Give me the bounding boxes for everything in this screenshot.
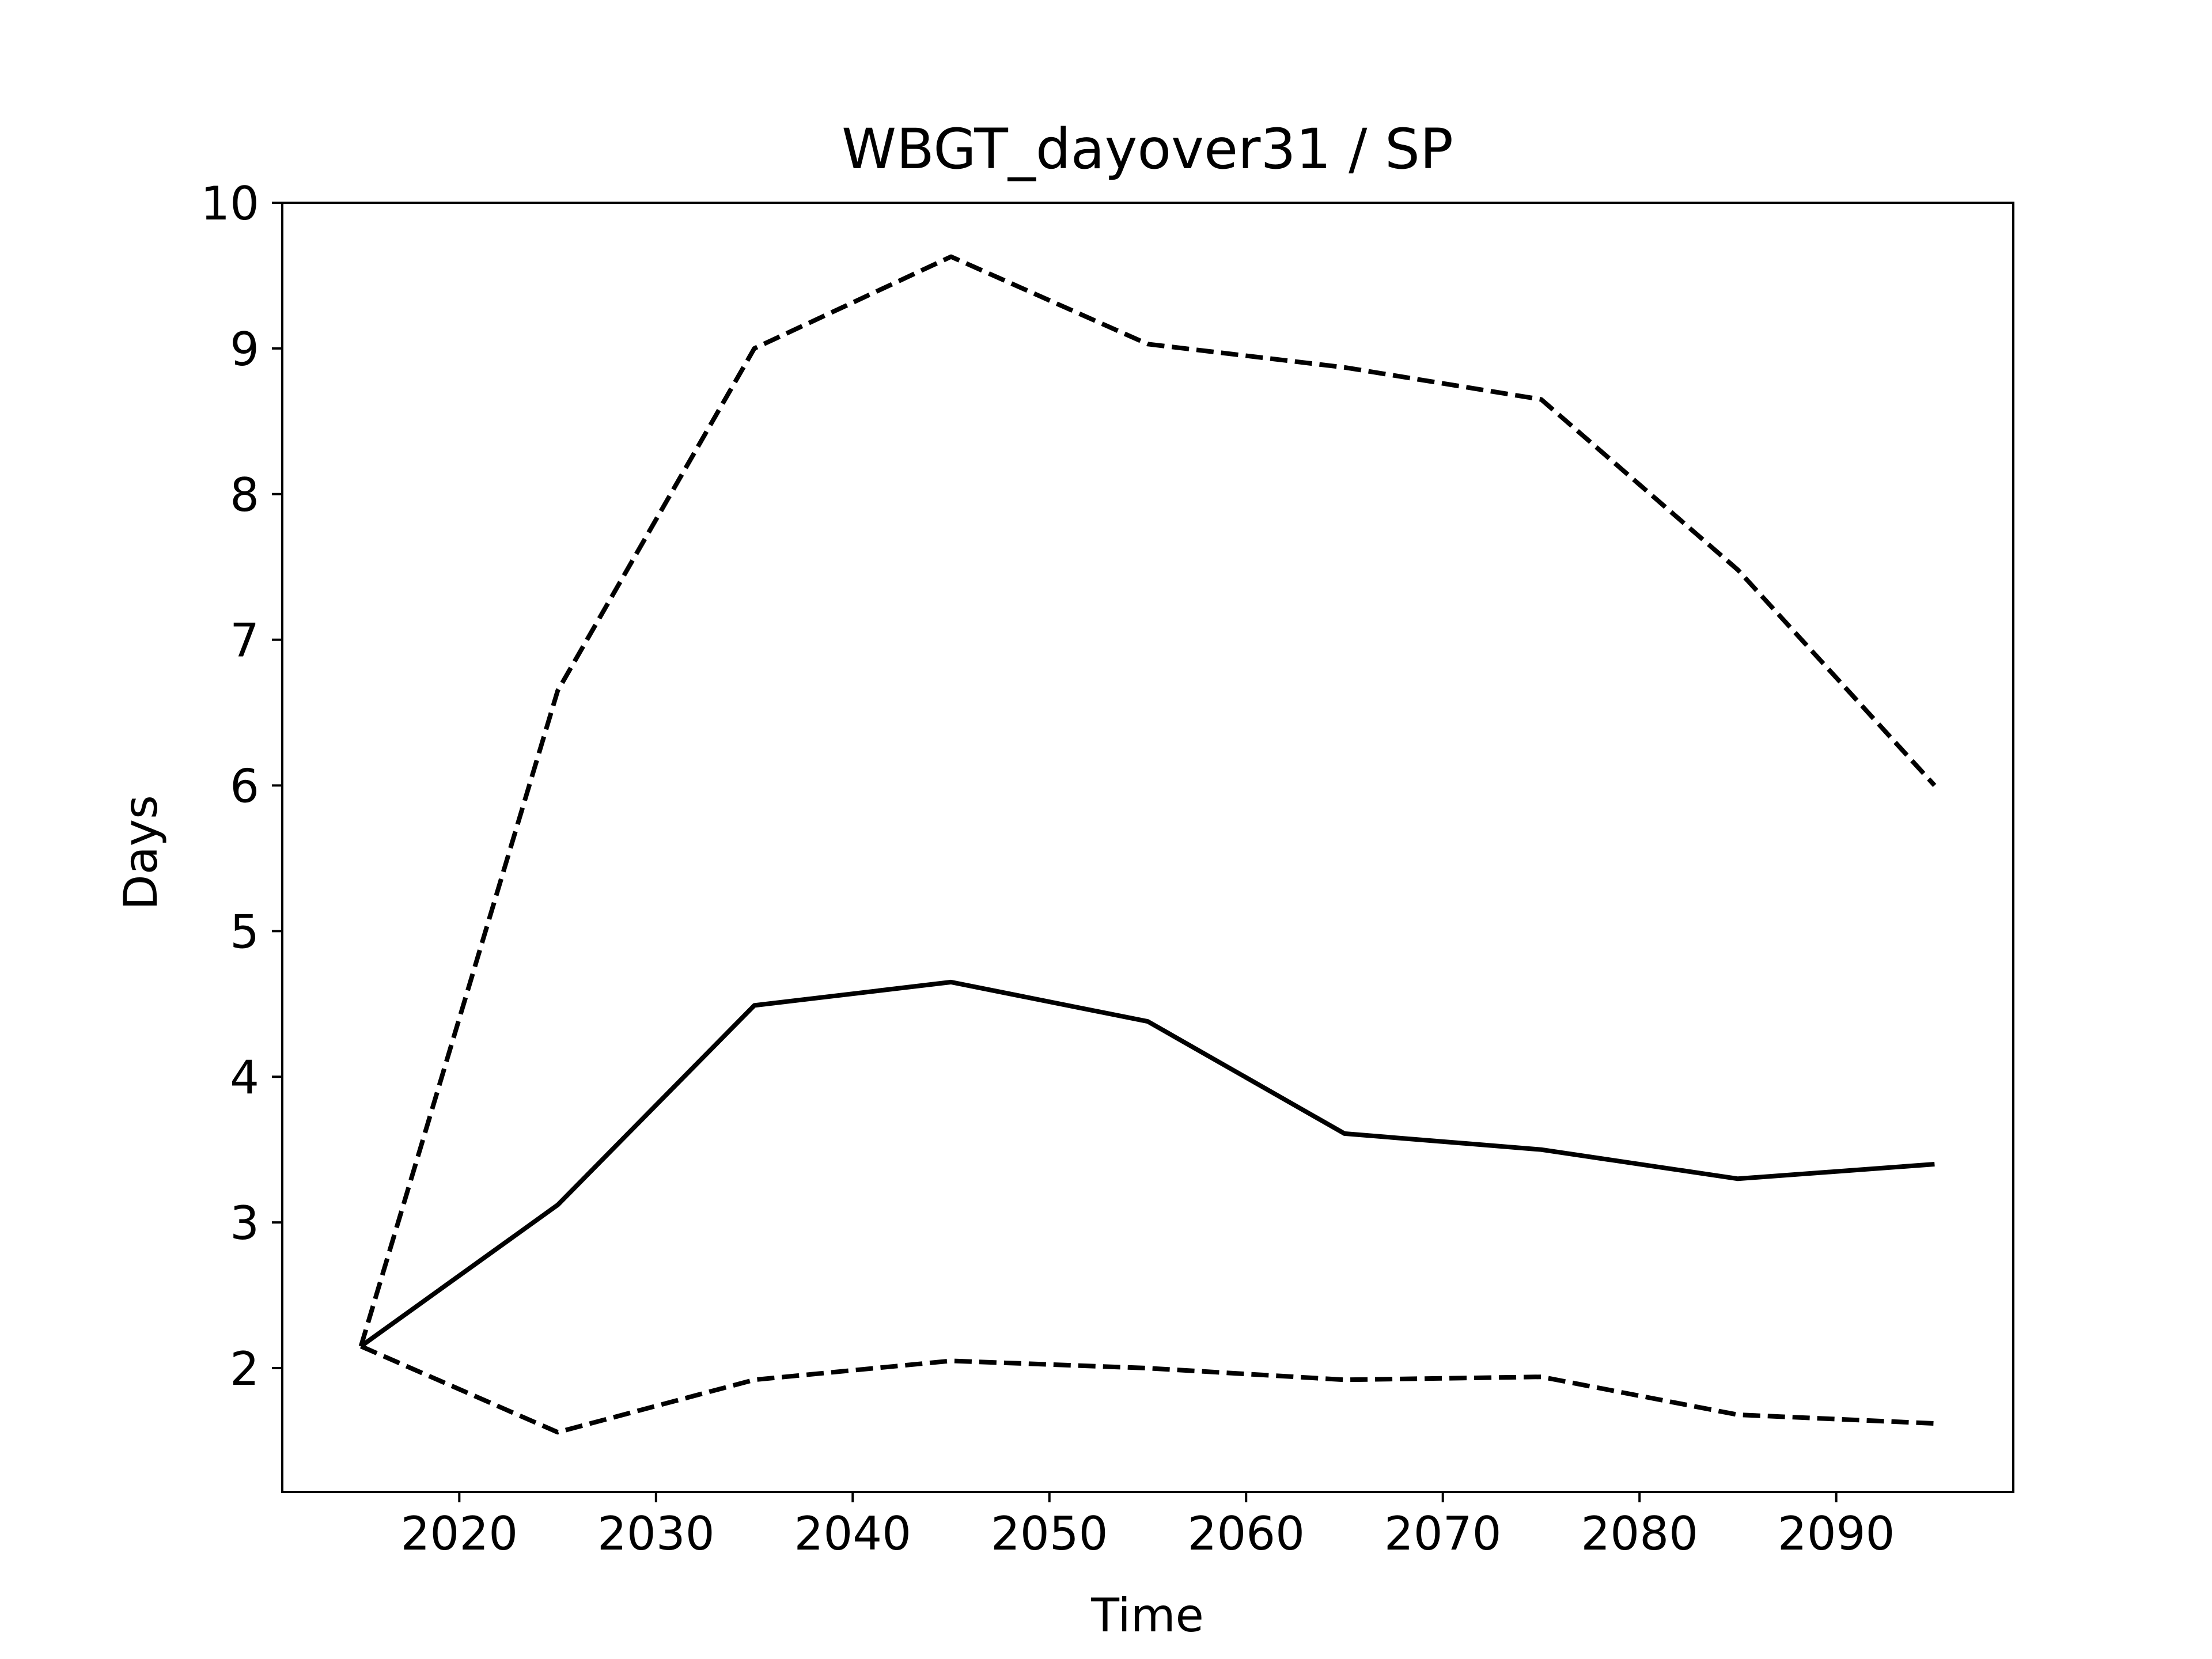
x-axis-label: Time	[1090, 1589, 1204, 1642]
x-tick-label: 2070	[1384, 1507, 1502, 1560]
y-tick-label: 7	[230, 614, 259, 668]
y-tick-label: 3	[230, 1196, 259, 1250]
plot-frame	[281, 202, 2014, 1493]
y-axis-label: Days	[114, 795, 168, 910]
y-tick-label: 5	[230, 905, 259, 959]
series-line-2	[359, 979, 1935, 1349]
axes: 2020 2030 2040 2050 2060 2070 2080 2090 2 3 4 5 6 7 8 9…	[200, 177, 2014, 1560]
plot-area	[282, 203, 2013, 1492]
series-line-3	[359, 1344, 1935, 1435]
x-tick-label: 2080	[1581, 1507, 1698, 1560]
series-line-1	[358, 254, 1937, 1347]
x-tick-label: 2050	[991, 1507, 1108, 1560]
series-lines	[358, 254, 1937, 1435]
x-tick-label: 2030	[597, 1507, 715, 1560]
y-tick-label: 6	[230, 760, 259, 813]
y-tick-label: 8	[230, 468, 259, 522]
y-tick-label: 4	[230, 1051, 259, 1104]
plot-background	[282, 203, 2013, 1492]
chart-title: WBGT_dayover31 / SP	[842, 117, 1453, 181]
x-tick-label: 2040	[794, 1507, 911, 1560]
x-tick-label: 2090	[1778, 1507, 1895, 1560]
y-tick-label: 9	[230, 323, 259, 376]
x-tick-label: 2060	[1187, 1507, 1305, 1560]
x-tick-label: 2020	[401, 1507, 518, 1560]
y-tick-label: 10	[200, 177, 259, 230]
y-tick-label: 2	[230, 1342, 259, 1396]
